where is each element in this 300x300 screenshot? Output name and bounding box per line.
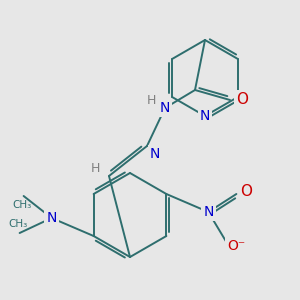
Text: H: H (90, 161, 100, 175)
Text: O: O (240, 184, 252, 200)
Text: CH₃: CH₃ (8, 219, 27, 229)
Text: CH₃: CH₃ (12, 200, 31, 210)
Text: N: N (150, 147, 160, 161)
Text: N: N (203, 205, 214, 219)
Text: H: H (146, 94, 156, 106)
Text: O: O (236, 92, 248, 107)
Text: O⁻: O⁻ (227, 239, 245, 253)
Text: N: N (46, 211, 57, 225)
Text: N: N (200, 109, 210, 123)
Text: N: N (160, 101, 170, 115)
